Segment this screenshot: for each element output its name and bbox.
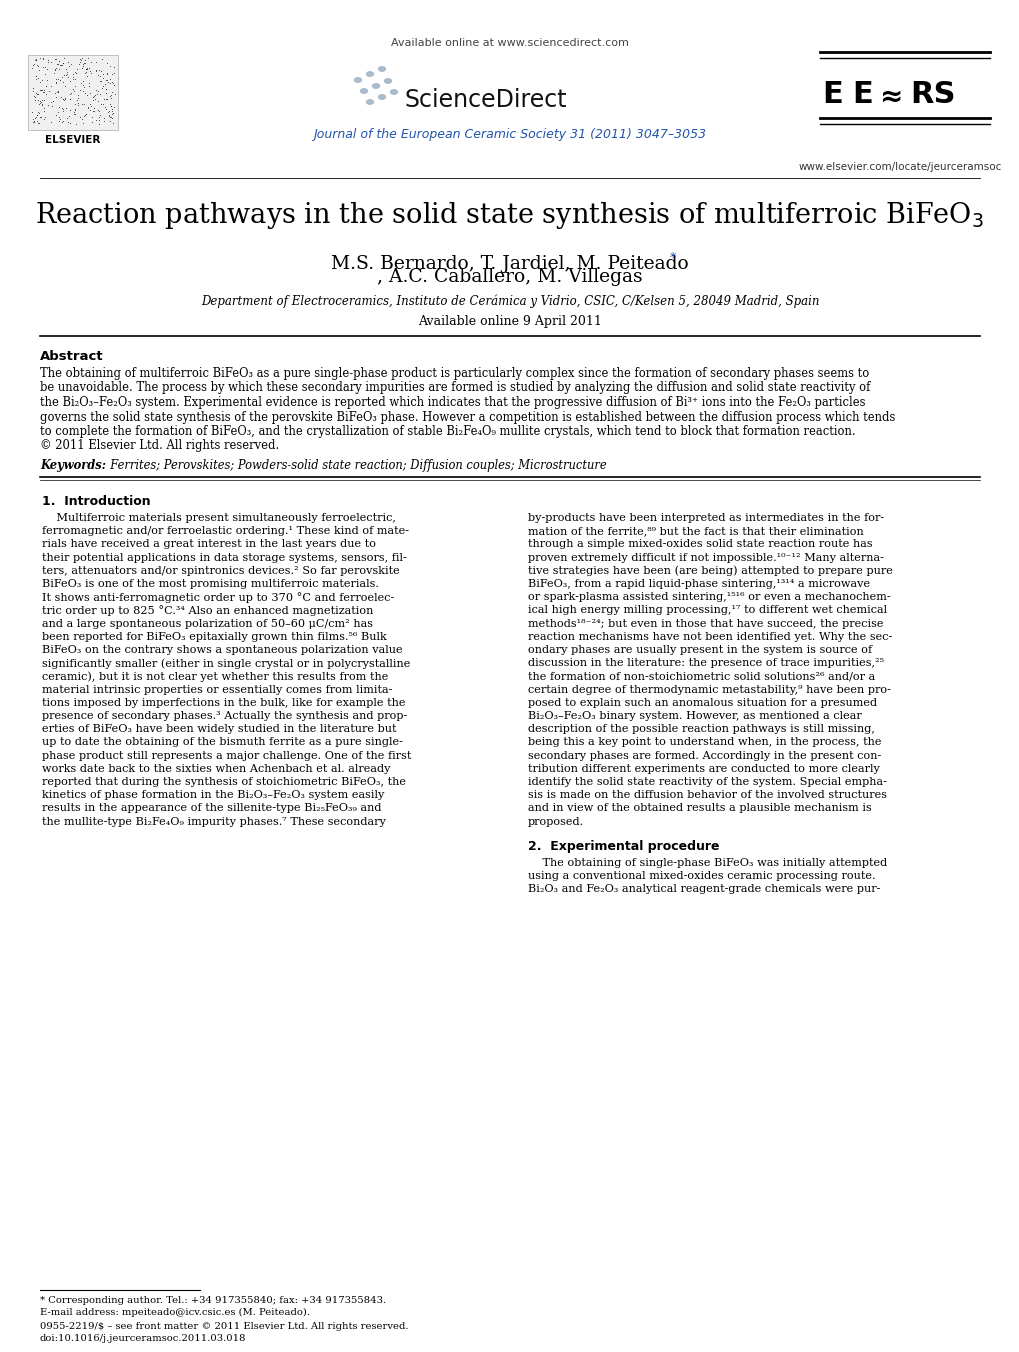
Text: , A.C. Caballero, M. Villegas: , A.C. Caballero, M. Villegas [377,268,642,287]
Text: proven extremely difficult if not impossible.¹⁰⁻¹² Many alterna-: proven extremely difficult if not imposs… [528,553,883,562]
Text: erties of BiFeO₃ have been widely studied in the literature but: erties of BiFeO₃ have been widely studie… [42,725,396,734]
Text: and in view of the obtained results a plausible mechanism is: and in view of the obtained results a pl… [528,803,871,814]
Ellipse shape [378,95,385,99]
Ellipse shape [378,66,385,72]
Text: * Corresponding author. Tel.: +34 917355840; fax: +34 917355843.: * Corresponding author. Tel.: +34 917355… [40,1297,386,1305]
Text: ≈: ≈ [879,82,903,111]
Text: RS: RS [909,80,955,110]
Text: certain degree of thermodynamic metastability,⁹ have been pro-: certain degree of thermodynamic metastab… [528,684,890,695]
Text: Bi₂O₃–Fe₂O₃ binary system. However, as mentioned a clear: Bi₂O₃–Fe₂O₃ binary system. However, as m… [528,711,861,721]
Ellipse shape [372,84,379,88]
Text: up to date the obtaining of the bismuth ferrite as a pure single-: up to date the obtaining of the bismuth … [42,737,403,748]
Text: presence of secondary phases.³ Actually the synthesis and prop-: presence of secondary phases.³ Actually … [42,711,407,721]
Text: © 2011 Elsevier Ltd. All rights reserved.: © 2011 Elsevier Ltd. All rights reserved… [40,439,279,453]
Text: BiFeO₃ is one of the most promising multiferroic materials.: BiFeO₃ is one of the most promising mult… [42,579,378,589]
Text: ferromagnetic and/or ferroelastic ordering.¹ These kind of mate-: ferromagnetic and/or ferroelastic orderi… [42,526,409,537]
Text: doi:10.1016/j.jeurceramsoc.2011.03.018: doi:10.1016/j.jeurceramsoc.2011.03.018 [40,1334,247,1343]
Ellipse shape [355,78,361,82]
Text: sis is made on the diffusion behavior of the involved structures: sis is made on the diffusion behavior of… [528,790,887,800]
Text: ters, attenuators and/or spintronics devices.² So far perovskite: ters, attenuators and/or spintronics dev… [42,565,399,576]
Text: The obtaining of multiferroic BiFeO₃ as a pure single-phase product is particula: The obtaining of multiferroic BiFeO₃ as … [40,366,868,380]
Text: reaction mechanisms have not been identified yet. Why the sec-: reaction mechanisms have not been identi… [528,631,892,642]
Text: their potential applications in data storage systems, sensors, fil-: their potential applications in data sto… [42,553,407,562]
Text: rials have received a great interest in the last years due to: rials have received a great interest in … [42,539,376,549]
Text: ical high energy milling processing,¹⁷ to different wet chemical: ical high energy milling processing,¹⁷ t… [528,606,887,615]
Text: identify the solid state reactivity of the system. Special empha-: identify the solid state reactivity of t… [528,777,886,787]
Text: reported that during the synthesis of stoichiometric BiFeO₃, the: reported that during the synthesis of st… [42,777,406,787]
Text: mation of the ferrite,⁸⁹ but the fact is that their elimination: mation of the ferrite,⁸⁹ but the fact is… [528,526,863,537]
Text: material intrinsic properties or essentially comes from limita-: material intrinsic properties or essenti… [42,684,392,695]
Text: ELSEVIER: ELSEVIER [45,135,101,145]
Text: E-mail address: mpeiteado@icv.csic.es (M. Peiteado).: E-mail address: mpeiteado@icv.csic.es (M… [40,1307,310,1317]
Text: ondary phases are usually present in the system is source of: ondary phases are usually present in the… [528,645,871,654]
Ellipse shape [390,89,397,95]
Text: tions imposed by imperfections in the bulk, like for example the: tions imposed by imperfections in the bu… [42,698,406,708]
Text: description of the possible reaction pathways is still missing,: description of the possible reaction pat… [528,725,874,734]
Text: tive strategies have been (are being) attempted to prepare pure: tive strategies have been (are being) at… [528,565,892,576]
Text: Journal of the European Ceramic Society 31 (2011) 3047–3053: Journal of the European Ceramic Society … [313,128,706,141]
Text: to complete the formation of BiFeO₃, and the crystallization of stable Bi₂Fe₄O₉ : to complete the formation of BiFeO₃, and… [40,425,855,438]
Text: Department of Electroceramics, Instituto de Cerámica y Vidrio, CSIC, C/Kelsen 5,: Department of Electroceramics, Instituto… [201,295,818,308]
FancyBboxPatch shape [28,55,118,130]
Text: 1.  Introduction: 1. Introduction [42,495,151,508]
Text: ScienceDirect: ScienceDirect [405,88,567,112]
Text: www.elsevier.com/locate/jeurceramsoc: www.elsevier.com/locate/jeurceramsoc [798,162,1001,172]
Text: M.S. Bernardo, T. Jardiel, M. Peiteado: M.S. Bernardo, T. Jardiel, M. Peiteado [331,256,688,273]
Text: It shows anti-ferromagnetic order up to 370 °C and ferroelec-: It shows anti-ferromagnetic order up to … [42,592,394,603]
Text: being this a key point to understand when, in the process, the: being this a key point to understand whe… [528,737,880,748]
Text: significantly smaller (either in single crystal or in polycrystalline: significantly smaller (either in single … [42,658,410,669]
Text: using a conventional mixed-oxides ceramic processing route.: using a conventional mixed-oxides cerami… [528,871,874,882]
Text: kinetics of phase formation in the Bi₂O₃–Fe₂O₃ system easily: kinetics of phase formation in the Bi₂O₃… [42,790,384,800]
Text: methods¹⁸⁻²⁴; but even in those that have succeed, the precise: methods¹⁸⁻²⁴; but even in those that hav… [528,619,882,629]
Ellipse shape [360,89,367,93]
Text: through a simple mixed-oxides solid state reaction route has: through a simple mixed-oxides solid stat… [528,539,872,549]
Text: Multiferroic materials present simultaneously ferroelectric,: Multiferroic materials present simultane… [42,512,395,523]
Text: BiFeO₃, from a rapid liquid-phase sintering,¹³¹⁴ a microwave: BiFeO₃, from a rapid liquid-phase sinter… [528,579,869,589]
Text: Bi₂O₃ and Fe₂O₃ analytical reagent-grade chemicals were pur-: Bi₂O₃ and Fe₂O₃ analytical reagent-grade… [528,884,879,894]
Text: posed to explain such an anomalous situation for a presumed: posed to explain such an anomalous situa… [528,698,876,708]
Text: works date back to the sixties when Achenbach et al. already: works date back to the sixties when Ache… [42,764,390,773]
Text: BiFeO₃ on the contrary shows a spontaneous polarization value: BiFeO₃ on the contrary shows a spontaneo… [42,645,403,654]
Text: 2.  Experimental procedure: 2. Experimental procedure [528,840,718,853]
Text: Available online 9 April 2011: Available online 9 April 2011 [418,315,601,329]
Text: E: E [821,80,842,110]
Text: governs the solid state synthesis of the perovskite BiFeO₃ phase. However a comp: governs the solid state synthesis of the… [40,411,895,423]
Text: be unavoidable. The process by which these secondary impurities are formed is st: be unavoidable. The process by which the… [40,381,869,395]
Text: phase product still represents a major challenge. One of the first: phase product still represents a major c… [42,750,411,761]
Text: Available online at www.sciencedirect.com: Available online at www.sciencedirect.co… [390,38,629,49]
Text: Keywords:: Keywords: [40,458,106,472]
Text: results in the appearance of the sillenite-type Bi₂₅FeO₃₉ and: results in the appearance of the silleni… [42,803,381,814]
Text: Ferrites; Perovskites; Powders-solid state reaction; Diffusion couples; Microstr: Ferrites; Perovskites; Powders-solid sta… [103,458,606,472]
Text: Reaction pathways in the solid state synthesis of multiferroic BiFeO$_3$: Reaction pathways in the solid state syn… [36,200,983,231]
Text: ceramic), but it is not clear yet whether this results from the: ceramic), but it is not clear yet whethe… [42,672,388,681]
Text: the formation of non-stoichiometric solid solutions²⁶ and/or a: the formation of non-stoichiometric soli… [528,672,874,681]
Text: the mullite-type Bi₂Fe₄O₉ impurity phases.⁷ These secondary: the mullite-type Bi₂Fe₄O₉ impurity phase… [42,817,385,826]
Text: proposed.: proposed. [528,817,584,826]
Text: the Bi₂O₃–Fe₂O₃ system. Experimental evidence is reported which indicates that t: the Bi₂O₃–Fe₂O₃ system. Experimental evi… [40,396,865,410]
Text: or spark-plasma assisted sintering,¹⁵¹⁶ or even a mechanochem-: or spark-plasma assisted sintering,¹⁵¹⁶ … [528,592,890,602]
Text: Abstract: Abstract [40,350,104,362]
Text: discussion in the literature: the presence of trace impurities,²⁵: discussion in the literature: the presen… [528,658,883,668]
Ellipse shape [384,78,391,84]
Text: tribution different experiments are conducted to more clearly: tribution different experiments are cond… [528,764,879,773]
Text: tric order up to 825 °C.³⁴ Also an enhanced magnetization: tric order up to 825 °C.³⁴ Also an enhan… [42,606,373,617]
Text: been reported for BiFeO₃ epitaxially grown thin films.⁵⁶ Bulk: been reported for BiFeO₃ epitaxially gro… [42,631,386,642]
Text: by-products have been interpreted as intermediates in the for-: by-products have been interpreted as int… [528,512,883,523]
Text: 0955-2219/$ – see front matter © 2011 Elsevier Ltd. All rights reserved.: 0955-2219/$ – see front matter © 2011 El… [40,1322,408,1330]
Text: E: E [851,80,872,110]
Ellipse shape [366,72,373,76]
Text: secondary phases are formed. Accordingly in the present con-: secondary phases are formed. Accordingly… [528,750,880,761]
Text: The obtaining of single-phase BiFeO₃ was initially attempted: The obtaining of single-phase BiFeO₃ was… [528,857,887,868]
Text: and a large spontaneous polarization of 50–60 μC/cm² has: and a large spontaneous polarization of … [42,619,373,629]
Text: *: * [669,251,676,265]
Ellipse shape [366,100,373,104]
